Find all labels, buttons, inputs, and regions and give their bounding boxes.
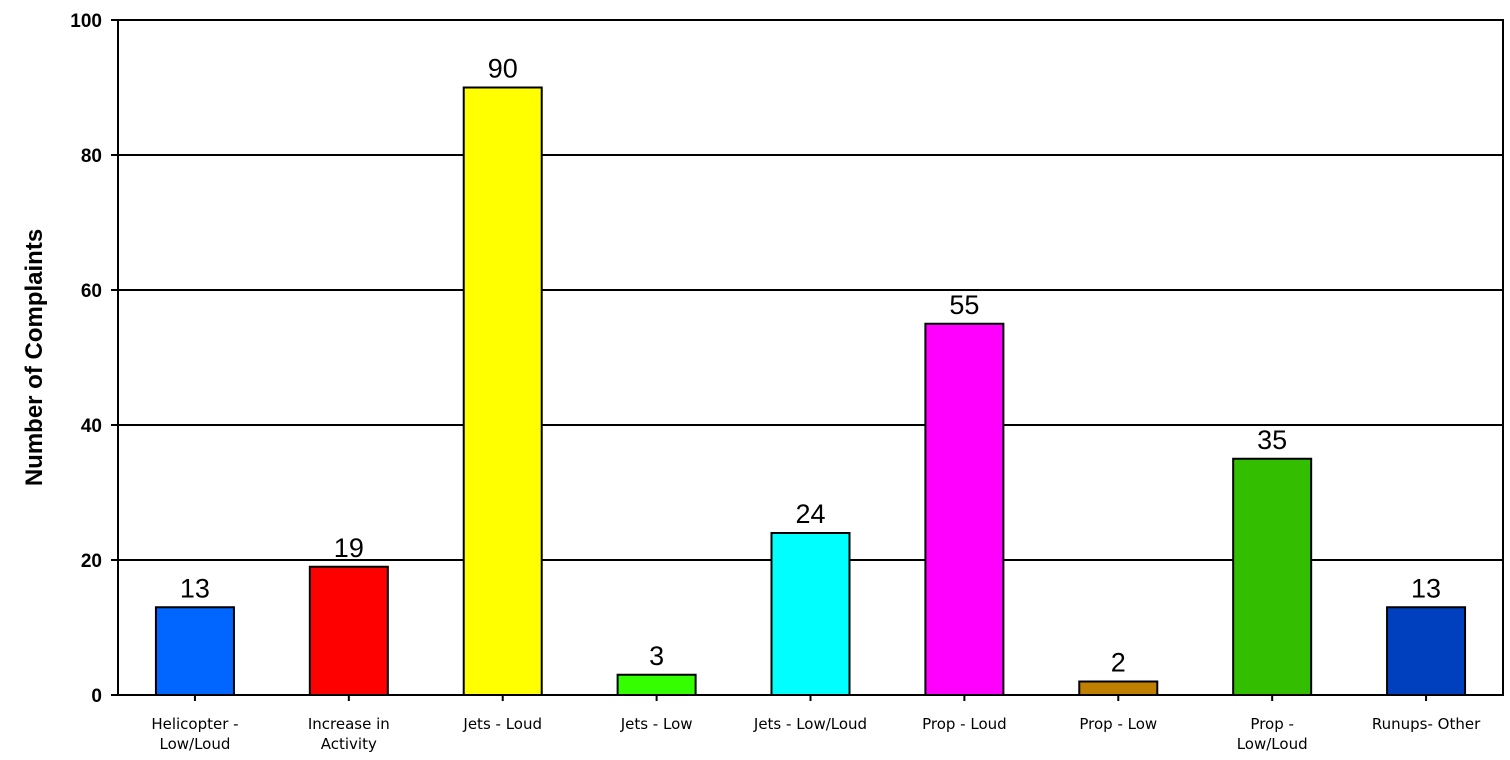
y-tick-label: 100 xyxy=(70,11,102,32)
data-label: 24 xyxy=(795,499,825,529)
bar xyxy=(462,86,543,696)
bar xyxy=(616,673,697,696)
x-tick-label: Helicopter -Low/Loud xyxy=(151,715,238,753)
data-label: 19 xyxy=(334,533,364,563)
data-label: 3 xyxy=(649,641,664,671)
y-tick-label: 80 xyxy=(81,146,102,167)
y-tick-label: 20 xyxy=(81,551,102,572)
bar xyxy=(1232,457,1313,696)
y-tick-label: 60 xyxy=(81,281,102,302)
data-label: 13 xyxy=(1411,573,1441,603)
bar xyxy=(770,532,851,696)
x-tick-label: Prop - Loud xyxy=(922,715,1007,733)
data-label: 13 xyxy=(180,573,210,603)
bar xyxy=(308,565,389,696)
y-axis-ticks: 0 20 40 60 80 100 xyxy=(70,11,118,707)
data-label: 55 xyxy=(949,290,979,320)
x-tick-label: Jets - Low xyxy=(620,715,693,733)
bar xyxy=(924,322,1005,696)
bar xyxy=(1078,680,1159,696)
bars xyxy=(154,86,1467,696)
y-tick-label: 0 xyxy=(91,686,102,707)
data-labels: 13 19 90 3 24 55 2 35 13 xyxy=(180,54,1441,678)
data-label: 2 xyxy=(1111,648,1126,678)
x-tick-label: Prop - Low xyxy=(1079,715,1157,733)
x-tick-label: Increase in Activity xyxy=(308,715,390,753)
y-tick-label: 40 xyxy=(81,416,102,437)
x-axis-ticks: Helicopter -Low/Loud Increase in Activity J… xyxy=(151,695,1481,753)
x-tick-label: Prop -Low/Loud xyxy=(1237,715,1308,753)
y-axis-label: Number of Complaints xyxy=(21,229,48,486)
x-tick-label: Runups- Other xyxy=(1372,715,1481,733)
data-label: 90 xyxy=(488,54,518,84)
x-tick-label: Jets - Loud xyxy=(462,715,542,733)
bar xyxy=(1386,606,1467,696)
data-label: 35 xyxy=(1257,425,1287,455)
bar xyxy=(154,606,235,696)
x-tick-label: Jets - Low/Loud xyxy=(753,715,867,733)
